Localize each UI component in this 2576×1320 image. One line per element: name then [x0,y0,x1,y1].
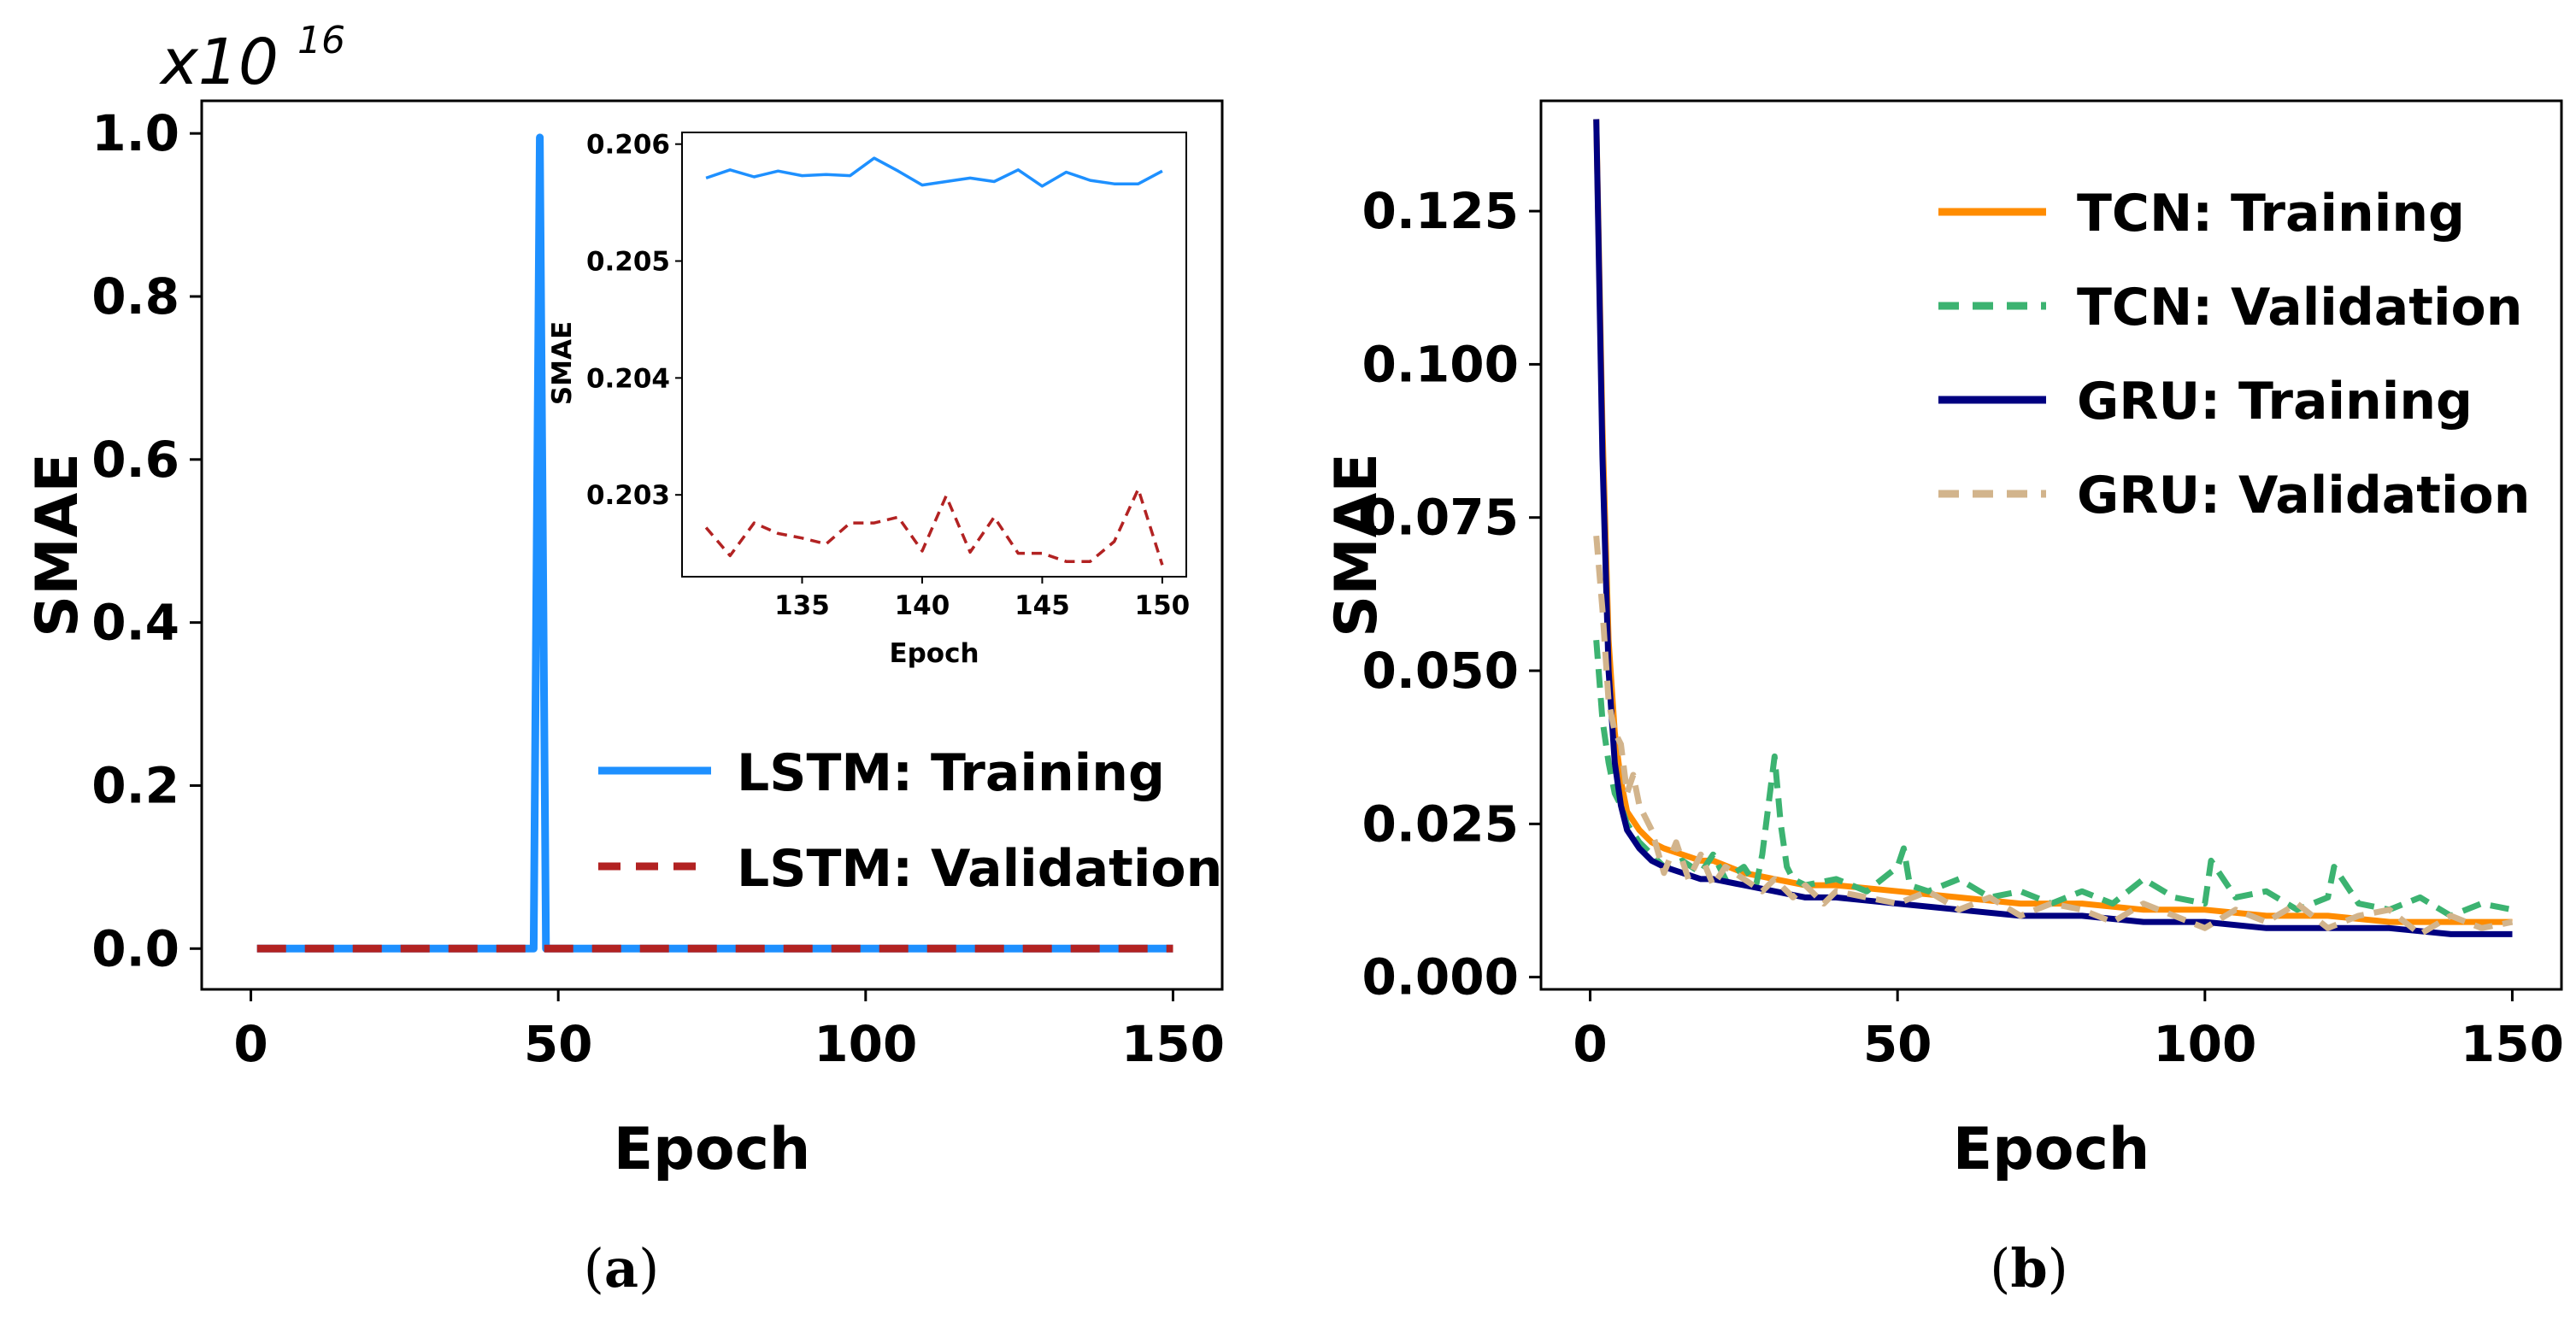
inset-y-axis-label: SMAE [547,321,578,405]
series-line-lstm-training [705,156,1163,188]
panel-b: 0 50 100 1500.0000.0250.0500.0750.1000.125 … [1323,99,2564,1299]
legend-label-lstm-training: LSTM: Training [737,743,1165,803]
x-tick-label: 0 [233,1015,268,1073]
panel-a: x10 16 0 50 100 150 0.0 0.2 0.4 0.6 0.8 1.0 Epoch… [24,19,1225,1299]
series-line-lstm-validation [704,487,1164,566]
legend-label-gru-validation: GRU: Validation [2077,466,2530,525]
panel-label-a: (a) [584,1237,660,1299]
x-axis-label-a: Epoch [614,1116,811,1183]
y-tick-label: 0.6 [91,431,179,489]
y-tick-label: 0.075 [1362,489,1519,547]
y-tick-label: 0.100 [1362,335,1519,393]
y-tick-label: 0.000 [1362,948,1519,1006]
y-tick-label: 0.206 [586,130,670,161]
x-tick-label: 100 [2153,1015,2256,1073]
x-tick-label: 150 [1121,1015,1225,1073]
legend-label-gru-training: GRU: Training [2077,372,2473,431]
inset-frame [681,132,1187,578]
y-axis-label-b: SMAE [1323,453,1391,637]
axis-ticks-a: 0 50 100 150 0.0 0.2 0.4 0.6 0.8 1.0 [91,104,1225,1073]
y-tick-label: 0.4 [91,594,179,652]
plot-frame-a [200,99,1224,991]
y-tick-label: 0.125 [1362,182,1519,240]
x-tick-label: 135 [774,590,830,621]
x-axis-label-b: Epoch [1953,1116,2150,1183]
inset-plot-area [704,156,1164,566]
scale-factor-base: x10 [159,26,279,99]
x-tick-label: 50 [524,1015,593,1073]
y-tick-label: 1.0 [91,104,179,162]
y-tick-label: 0.204 [586,363,670,394]
x-tick-label: 0 [1573,1015,1607,1073]
series-line-tcn-validation [1593,639,2514,919]
y-tick-label: 0.050 [1362,642,1519,700]
y-tick-label: 0.0 [91,919,179,977]
legend-a: LSTM: Training LSTM: Validation [598,743,1222,899]
legend-b: TCN: Training TCN: Validation GRU: Train… [1938,184,2530,525]
y-tick-label: 0.205 [586,247,670,278]
series-line-gru-training [1593,119,2513,937]
x-tick-label: 150 [1135,590,1191,621]
y-tick-label: 0.203 [586,480,670,511]
legend-label-tcn-validation: TCN: Validation [2077,278,2522,337]
panel-label-b: (b) [1990,1237,2068,1299]
x-tick-label: 140 [895,590,950,621]
x-tick-label: 50 [1863,1015,1932,1073]
y-tick-label: 0.025 [1362,795,1519,853]
x-tick-label: 145 [1015,590,1070,621]
y-axis-label-a: SMAE [24,453,91,637]
plot-area-b [1593,119,2514,937]
inset-x-axis-label: Epoch [889,638,979,669]
plot-area-a [256,133,1173,953]
legend-label-tcn-training: TCN: Training [2077,184,2465,243]
inset-axis-ticks: 135 140 145 150 0.203 0.204 0.205 0.206 [586,130,1190,621]
plot-frame-b [1539,99,2563,991]
x-tick-label: 150 [2461,1015,2564,1073]
scale-factor-exponent: 16 [297,19,345,62]
y-tick-label: 0.8 [91,267,179,326]
series-line-gru-validation [1593,535,2514,937]
legend-label-lstm-validation: LSTM: Validation [737,839,1222,899]
y-tick-label: 0.2 [91,756,179,814]
x-tick-label: 100 [814,1015,917,1073]
axis-ticks-b: 0 50 100 150 0.000 0.025 0.050 0.075 0.100 0.125 [1362,182,2564,1073]
